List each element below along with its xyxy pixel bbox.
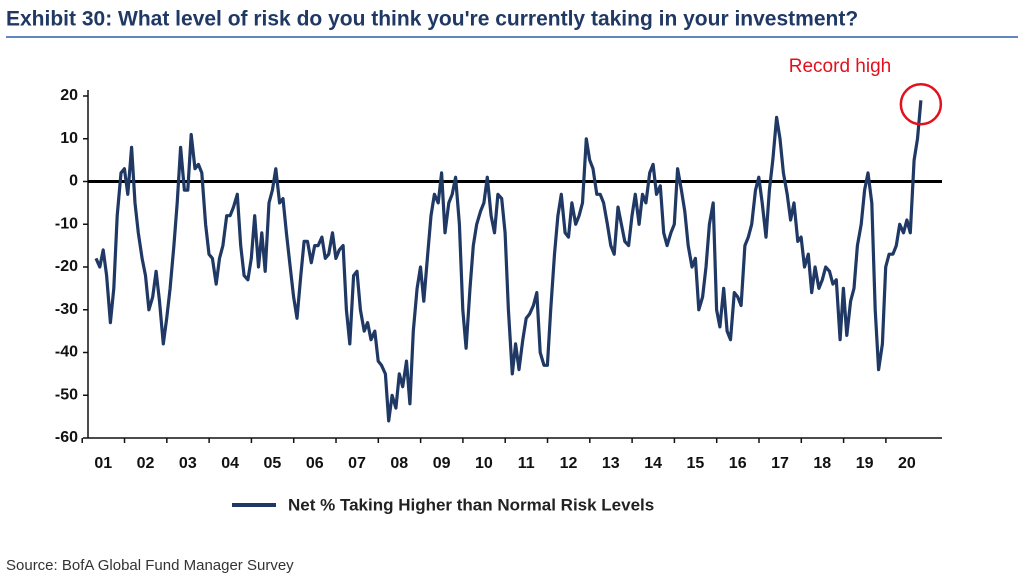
- x-tick-label: 10: [475, 455, 493, 472]
- x-tick-label: 13: [602, 455, 620, 472]
- y-tick-label: -10: [55, 215, 78, 232]
- x-tick-label: 16: [729, 455, 747, 472]
- x-tick-label: 07: [348, 455, 366, 472]
- y-tick-label: -50: [55, 386, 78, 403]
- y-tick-label: -40: [55, 344, 78, 361]
- x-tick-label: 02: [137, 455, 155, 472]
- y-tick-label: 20: [60, 87, 78, 104]
- x-tick-label: 19: [856, 455, 874, 472]
- x-tick-label: 17: [771, 455, 789, 472]
- x-tick-label: 18: [813, 455, 831, 472]
- line-series: [94, 100, 923, 423]
- x-tick-label: 14: [644, 455, 662, 472]
- x-tick-label: 12: [560, 455, 578, 472]
- x-tick-label: 05: [264, 455, 282, 472]
- source: Source: BofA Global Fund Manager Survey: [6, 557, 294, 574]
- x-tick-label: 01: [94, 455, 112, 472]
- x-tick-label: 20: [898, 455, 916, 472]
- y-tick-label: -60: [55, 429, 78, 446]
- chart-title: Exhibit 30: What level of risk do you th…: [6, 8, 858, 31]
- y-tick-label: -20: [55, 258, 78, 275]
- legend-label: Net % Taking Higher than Normal Risk Lev…: [288, 495, 654, 514]
- y-tick-label: -30: [55, 301, 78, 318]
- highlight-circle: [899, 83, 943, 126]
- x-tick-label: 08: [390, 455, 408, 472]
- y-tick-label: 10: [60, 130, 78, 147]
- x-tick-label: 06: [306, 455, 324, 472]
- x-tick-label: 15: [687, 455, 705, 472]
- x-tick-label: 04: [221, 455, 239, 472]
- annotation: Record high: [789, 56, 891, 77]
- x-tick-label: 09: [433, 455, 451, 472]
- x-tick-label: 03: [179, 455, 197, 472]
- y-tick-label: 0: [69, 173, 78, 190]
- x-tick-label: 11: [518, 455, 535, 472]
